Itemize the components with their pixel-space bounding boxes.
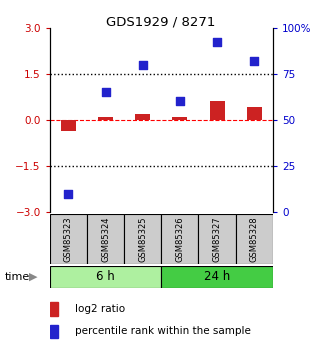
Bar xyxy=(50,302,58,316)
Point xyxy=(140,62,145,67)
Text: GSM85325: GSM85325 xyxy=(138,216,147,262)
Point xyxy=(252,58,257,63)
Bar xyxy=(161,266,273,288)
Text: 6 h: 6 h xyxy=(96,270,115,283)
Bar xyxy=(236,214,273,264)
Text: log2 ratio: log2 ratio xyxy=(75,304,126,314)
Bar xyxy=(172,117,187,120)
Point xyxy=(214,40,220,45)
Bar xyxy=(161,214,198,264)
Text: GSM85324: GSM85324 xyxy=(101,216,110,262)
Text: GSM85328: GSM85328 xyxy=(250,216,259,262)
Bar xyxy=(98,117,113,120)
Text: GDS1929 / 8271: GDS1929 / 8271 xyxy=(106,16,215,29)
Text: GSM85327: GSM85327 xyxy=(213,216,221,262)
Bar xyxy=(50,266,161,288)
Text: 24 h: 24 h xyxy=(204,270,230,283)
Text: time: time xyxy=(5,272,30,282)
Text: GSM85323: GSM85323 xyxy=(64,216,73,262)
Bar xyxy=(61,120,76,131)
Bar xyxy=(124,214,161,264)
Bar xyxy=(198,214,236,264)
Bar xyxy=(87,214,124,264)
Bar xyxy=(247,107,262,120)
Point xyxy=(103,89,108,95)
Text: GSM85326: GSM85326 xyxy=(175,216,184,262)
Bar xyxy=(50,325,58,338)
Bar xyxy=(135,114,150,120)
Bar xyxy=(50,214,87,264)
Point xyxy=(177,99,182,104)
Point xyxy=(66,191,71,196)
Bar xyxy=(210,101,224,120)
Text: percentile rank within the sample: percentile rank within the sample xyxy=(75,326,251,336)
Text: ▶: ▶ xyxy=(30,272,38,282)
